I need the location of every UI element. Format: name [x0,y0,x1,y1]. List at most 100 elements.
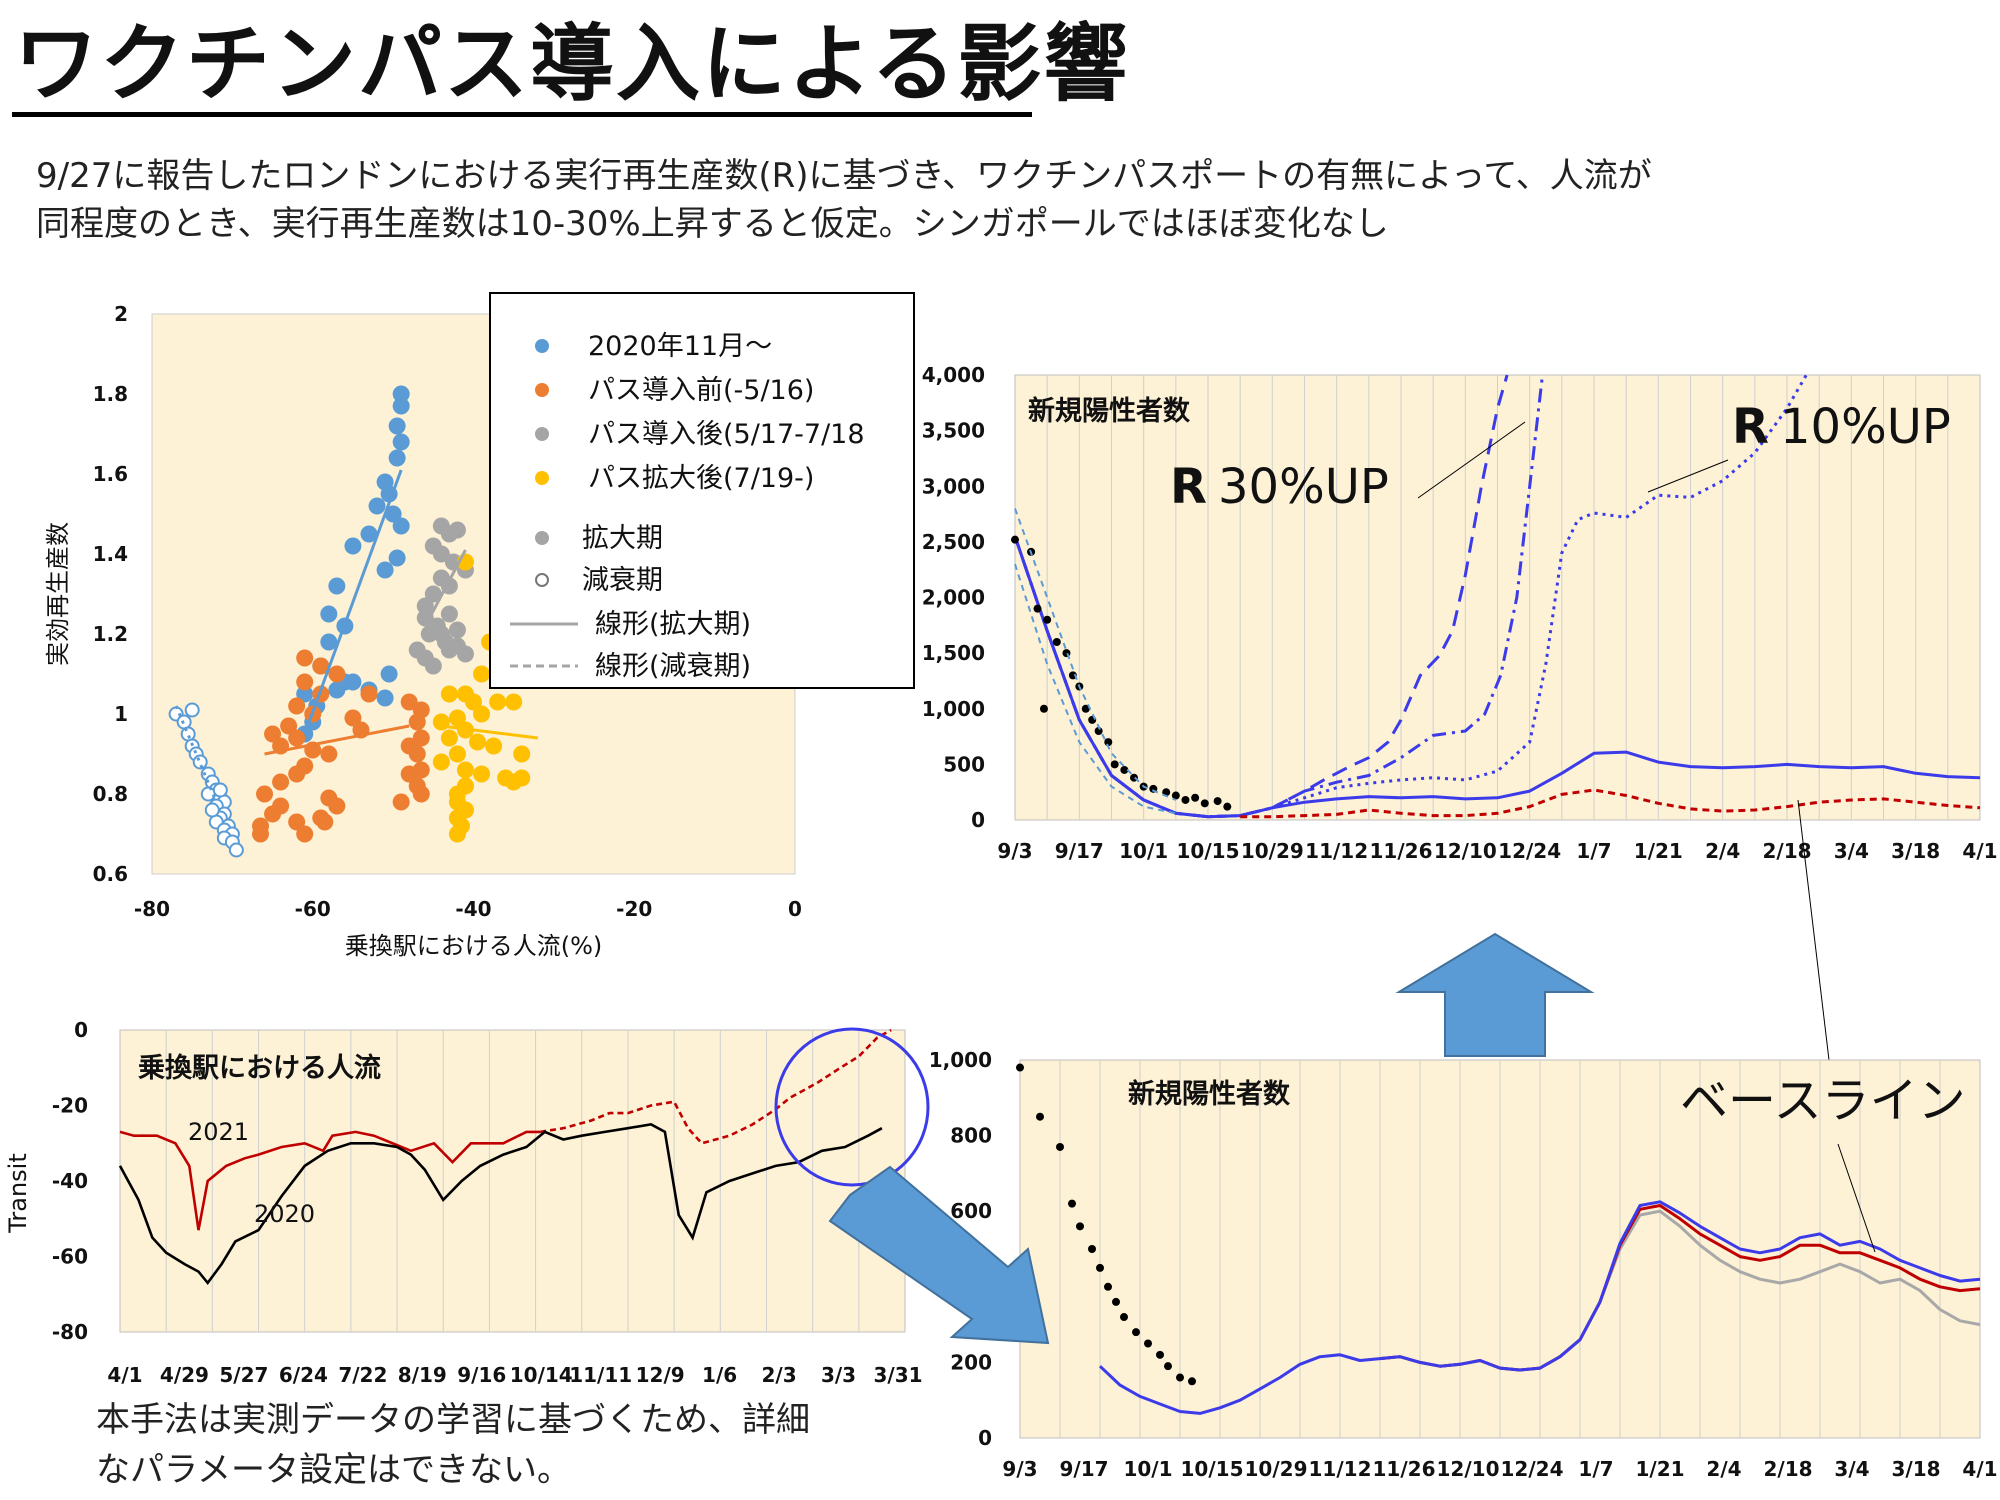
y-tick-label: 800 [950,1124,992,1148]
scatter-point [416,609,434,627]
scatter-point [360,525,378,543]
trend-line [264,724,410,756]
scatter-point [440,641,458,659]
observed-point [1104,738,1113,747]
scatter-point [448,621,466,639]
scatter-point [432,625,450,643]
scatter-point [513,769,531,787]
scatter-point [296,825,314,843]
subtitle-line-1: 9/27に報告したロンドンにおける実行再生産数(R)に基づき、ワクチンパスポート… [36,156,1652,196]
observed-point [1191,793,1200,802]
chart-title: 乗換駅における人流 [138,1053,381,1084]
observed-point [1039,704,1048,713]
x-tick-label: -40 [455,897,491,921]
scatter-point [485,737,503,755]
observed-point [1056,1142,1064,1151]
y-tick-label: 0 [978,1426,992,1450]
y-tick-label: 1.2 [93,622,128,646]
x-tick-label: 4/1 [1962,1457,1997,1481]
x-tick-label: 1/7 [1576,839,1611,863]
scatter-point [465,693,482,711]
trend-line [303,469,403,735]
observed-point [1188,1377,1196,1386]
y-axis-label: Transit [4,1153,32,1234]
x-tick-label: 12/24 [1498,839,1561,863]
scatter-point [288,765,306,783]
observed-point [1164,1362,1172,1371]
scatter-point [440,729,458,747]
x-tick-label: 3/18 [1891,839,1940,863]
y-tick-label: 600 [950,1199,992,1223]
scatter-point [320,745,338,763]
bottom-right-chart: 02004006008001,0009/39/1710/110/1510/291… [929,1048,1998,1481]
x-tick-label: 2/3 [762,1363,797,1387]
scatter-point [384,505,402,523]
legend-marker [535,339,549,353]
x-tick-label: 3/3 [821,1363,856,1387]
chart-title: 新規陽性者数 [1128,1078,1291,1110]
observed-point [1088,1245,1096,1253]
scatter-point [400,693,418,711]
observed-point [1144,1339,1152,1348]
page-title: ワクチンパス導入による影響 [14,15,1130,113]
legend-box [489,292,915,689]
scatter-point [432,545,450,563]
scatter-point [408,745,426,763]
x-tick-label: 1/21 [1635,1457,1684,1481]
scatter-point [264,805,282,823]
scatter-point [368,497,386,515]
legend-label: 減衰期 [582,565,663,596]
x-tick-label: 10/15 [1181,1457,1244,1481]
scatter-point [312,657,330,675]
y-tick-label: 4,000 [922,363,985,387]
series-line-2021 [539,1028,892,1145]
scatter-point [473,665,491,683]
series-label-2020: 2020 [254,1200,315,1228]
scatter-point [456,645,474,663]
legend-label: 線形(拡大期) [595,609,751,640]
observed-point [1132,1328,1140,1337]
x-tick-label: 12/10 [1437,1457,1500,1481]
scatter-point [280,717,298,735]
footnote-line-1: 本手法は実測データの学習に基づくため、詳細 [96,1400,810,1440]
scatter-point [200,786,216,802]
top-right-chart: 0 500 1,000 1,500 2,000 2,500 3,000 3,500 4,000 9… [922,363,1998,1061]
plot-area [119,1029,906,1333]
scatter-point [412,701,430,719]
bottom-left-chart: 0 -20 -40 -60 -80 4/1 4/29 5/27 6/24 7/22 8/19 9/16… [4,1018,930,1387]
observed-point [1120,765,1129,774]
annotation-baseline: ベースライン [1680,1073,1966,1129]
scatter-point [392,433,410,451]
observed-point [1081,704,1090,713]
footnote-line-2: なパラメータ設定はできない。 [96,1450,571,1490]
legend-marker [535,531,549,545]
scatter-point [412,785,430,803]
legend-label: パス導入後(5/17-7/18 [588,419,865,450]
scatter-point [392,517,410,535]
x-tick-label: -60 [295,897,331,921]
observed-point [1176,1373,1184,1382]
x-tick-label: 10/29 [1241,839,1304,863]
scatter-point [328,577,346,595]
y-tick-label: 3,500 [922,419,985,443]
scatter-point [420,625,438,643]
legend-label: 2020年11月～ [588,331,772,362]
annotation-r30-prefix: R [1170,459,1207,515]
scatter-point [328,681,346,699]
x-tick-label: 3/18 [1891,1457,1940,1481]
x-tick-label: 2/18 [1763,1457,1812,1481]
x-tick-label: 6/24 [279,1363,328,1387]
scatter-point [416,597,434,615]
scatter-point [320,633,338,651]
series-line-2021 [119,1130,541,1231]
observed-point [1096,1263,1104,1272]
x-tick-label: 10/14 [510,1363,573,1387]
legend-label: パス導入前(-5/16) [588,375,814,406]
y-tick-label: -80 [52,1320,88,1344]
y-tick-label: -40 [52,1169,88,1193]
x-tick-label: 11/11 [569,1363,632,1387]
y-tick-label: -60 [52,1245,88,1269]
observed-point [1033,604,1042,613]
x-tick-label: 2/4 [1705,839,1740,863]
x-tick-label: 12/9 [636,1363,685,1387]
